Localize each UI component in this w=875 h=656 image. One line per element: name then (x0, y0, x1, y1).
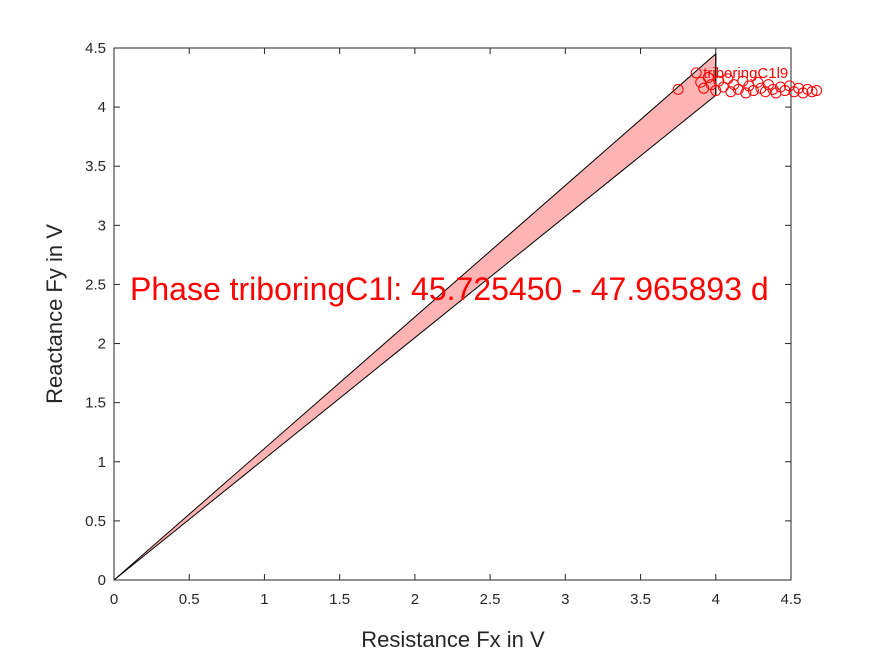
phase-annotation: Phase triboringC1l: 45.725450 - 47.96589… (130, 271, 769, 307)
data-point-marker (672, 83, 684, 95)
y-tick-label: 2 (98, 336, 106, 353)
data-point-label: triboringC1l9 (703, 65, 788, 82)
data-point-marker (740, 87, 752, 99)
y-tick-label: 4 (98, 99, 106, 116)
x-tick-label: 0.5 (179, 591, 200, 608)
x-tick-label: 1 (260, 591, 268, 608)
band-polygon (113, 52, 717, 581)
data-point-marker (747, 85, 759, 97)
plot-area (113, 47, 792, 581)
data-point-marker (702, 72, 714, 84)
data-points: triboringC1l9 (672, 65, 823, 99)
data-point-marker (752, 76, 764, 88)
x-tick-label: 4 (712, 591, 720, 608)
y-tick-label: 3.5 (85, 158, 106, 175)
phase-band (113, 52, 717, 581)
y-tick-label: 4.5 (85, 40, 106, 57)
x-tick-label: 2.5 (480, 591, 501, 608)
y-tick-label: 3 (98, 217, 106, 234)
x-tick-label: 3.5 (630, 591, 651, 608)
y-tick-label: 0 (98, 572, 106, 589)
y-tick-label: 1.5 (85, 395, 106, 412)
x-tick-label: 0 (110, 591, 118, 608)
data-point-marker (722, 73, 734, 85)
y-tick-label: 2.5 (85, 276, 106, 293)
y-axis: 0 0.5 1 1.5 2 2.5 3 3.5 4 4.5 (85, 40, 791, 589)
x-axis: 0 0.5 1 1.5 2 2.5 3 3.5 4 4.5 (110, 48, 802, 608)
data-point-marker (759, 86, 771, 98)
x-tick-label: 1.5 (329, 591, 350, 608)
x-tick-label: 2 (411, 591, 419, 608)
y-tick-label: 1 (98, 454, 106, 471)
data-point-marker (811, 85, 823, 97)
x-axis-title: Resistance Fx in V (361, 627, 545, 652)
data-point-marker (767, 83, 779, 95)
x-tick-label: 4.5 (781, 591, 802, 608)
data-point-marker (806, 86, 818, 98)
data-point-marker (690, 67, 702, 79)
data-point-marker (732, 83, 744, 95)
y-tick-label: 0.5 (85, 513, 106, 530)
data-point-marker (725, 86, 737, 98)
y-axis-title: Reactance Fy in V (42, 224, 67, 404)
x-tick-label: 3 (561, 591, 569, 608)
data-point-marker (698, 82, 710, 94)
